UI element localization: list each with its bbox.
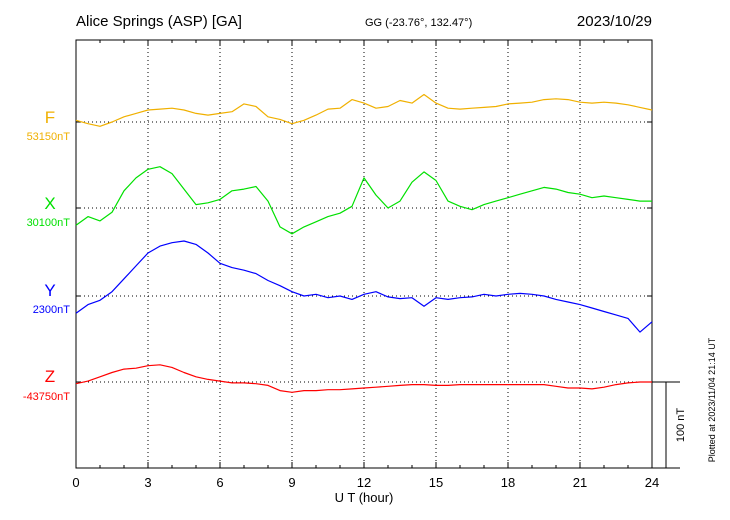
series-x-letter: X [44,194,55,213]
series-y-baseline: 2300nT [33,304,71,316]
x-tick-label: 21 [573,475,587,490]
series-lines [75,93,653,393]
chart-date: 2023/10/29 [577,13,652,30]
series-z-letter: Z [45,367,55,386]
scale-bar-label: 100 nT [675,408,687,443]
scale-bar [652,381,680,469]
x-tick-label: 18 [501,475,515,490]
series-f-baseline: 53150nT [27,131,71,143]
x-tick-label: 6 [216,475,223,490]
station-title: Alice Springs (ASP) [GA] [76,13,242,30]
x-tick-label: 24 [645,475,659,490]
x-tick-label: 12 [357,475,371,490]
series-f-letter: F [45,108,55,127]
plotted-timestamp: Plotted at 2023/11/04 21:14 UT [707,337,717,462]
x-axis-tick-labels: 0 3 6 9 12 15 18 21 24 [72,475,659,490]
series-x-baseline: 30100nT [27,217,71,229]
x-axis-label: U T (hour) [335,490,394,505]
x-tick-label: 15 [429,475,443,490]
station-coordinates: GG (-23.76°, 132.47°) [365,17,472,29]
grid [76,40,652,468]
x-tick-label: 3 [144,475,151,490]
series-line-x [75,166,652,235]
series-z-baseline: -43750nT [23,391,70,403]
series-line-f [75,93,653,127]
x-tick-label: 9 [288,475,295,490]
series-line-z [75,364,652,393]
series-y-letter: Y [44,281,55,300]
x-axis-ticks [75,39,653,469]
x-tick-label: 0 [72,475,79,490]
series-line-y [75,240,653,333]
